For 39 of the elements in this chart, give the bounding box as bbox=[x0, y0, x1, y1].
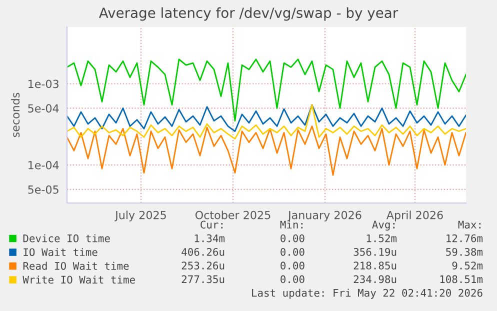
y-tick-label: 5e-04 bbox=[28, 104, 59, 113]
line-series bbox=[67, 104, 466, 140]
y-axis-title: seconds bbox=[11, 92, 20, 138]
x-tick-label: July 2025 bbox=[114, 210, 166, 222]
text: 1.34m bbox=[194, 234, 225, 242]
line-series bbox=[67, 126, 466, 176]
text: Min: bbox=[280, 220, 302, 228]
legend-label: IO Wait time bbox=[24, 248, 98, 256]
y-tick-label: 5e-05 bbox=[28, 185, 58, 194]
text: Max: bbox=[458, 220, 480, 229]
legend-label: Device IO time bbox=[23, 234, 110, 242]
text: 406.26u bbox=[182, 248, 224, 256]
text: 59.38m bbox=[446, 248, 483, 256]
text: 0.00 bbox=[280, 248, 304, 256]
legend-label: Read IO Wait time bbox=[23, 262, 129, 270]
text: 0.00 bbox=[280, 234, 304, 242]
text: 277.35u bbox=[182, 275, 224, 284]
text: Last update: Fri May 22 02:41:20 2026 bbox=[252, 288, 482, 299]
line-series bbox=[67, 58, 466, 122]
x-tick-label: October 2025 bbox=[195, 210, 270, 220]
text: 253.26u bbox=[182, 262, 224, 270]
y-tick-label: 1e-03 bbox=[28, 80, 58, 88]
x-tick-label: January 2026 bbox=[287, 210, 362, 222]
text: Avg: bbox=[372, 220, 394, 231]
text: 234.98u bbox=[354, 275, 396, 284]
text: 0.00 bbox=[280, 275, 304, 284]
text: 0.00 bbox=[280, 262, 304, 270]
legend-label: Write IO Wait time bbox=[22, 276, 135, 284]
x-tick-label: April 2026 bbox=[386, 210, 443, 222]
line-series bbox=[67, 104, 466, 132]
text: Cur: bbox=[200, 220, 222, 229]
y-tick-label: 1e-04 bbox=[28, 160, 59, 170]
text: 218.85u bbox=[354, 262, 396, 270]
text: 12.76m bbox=[446, 234, 483, 242]
text: 9.52m bbox=[452, 262, 483, 270]
text: 108.51m bbox=[440, 275, 483, 284]
text: 1.52m bbox=[366, 234, 397, 242]
text: 356.19u bbox=[354, 248, 396, 256]
chart-title: Average latency for /dev/vg/swap - by year bbox=[98, 7, 398, 21]
